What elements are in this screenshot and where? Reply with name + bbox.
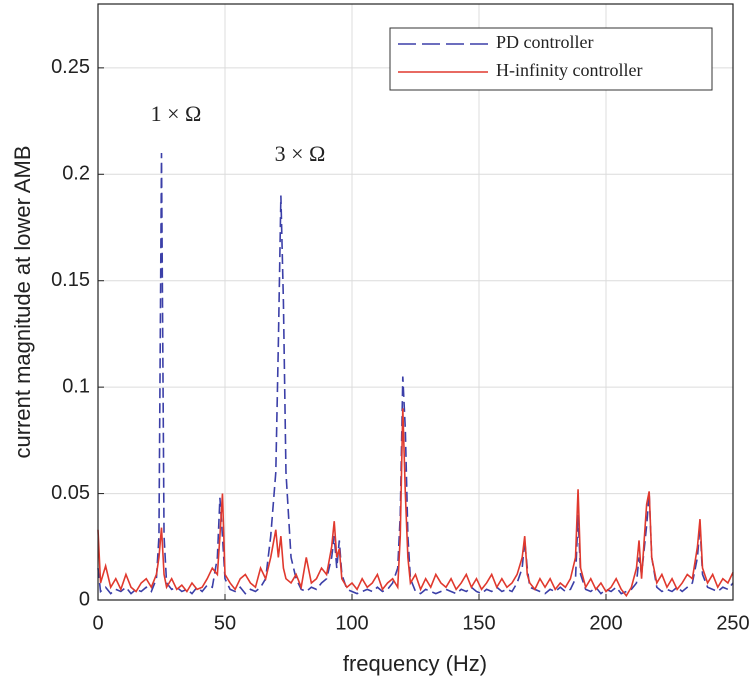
x-axis-label: frequency (Hz) [343,651,487,676]
x-tick-label: 0 [92,612,103,634]
y-tick-label: 0.2 [62,163,90,185]
y-axis-label: current magnitude at lower AMB [10,145,35,458]
x-tick-label: 250 [716,612,749,634]
annotation: 3 × Ω [275,141,326,166]
y-tick-label: 0.05 [51,482,90,504]
x-tick-label: 150 [462,612,495,634]
series-line [97,152,734,595]
legend-label: H-infinity controller [496,60,642,80]
y-tick-label: 0.25 [51,56,90,78]
y-tick-label: 0.15 [51,269,90,291]
legend-label: PD controller [496,32,593,52]
x-tick-label: 100 [335,612,368,634]
legend-box [389,27,713,91]
x-tick-label: 50 [214,612,236,634]
annotation: 1 × Ω [151,101,202,126]
x-tick-label: 200 [589,612,622,634]
plot-frame [97,3,734,601]
y-tick-label: 0 [79,588,90,610]
y-tick-label: 0.1 [62,375,90,397]
series-line [97,408,734,598]
